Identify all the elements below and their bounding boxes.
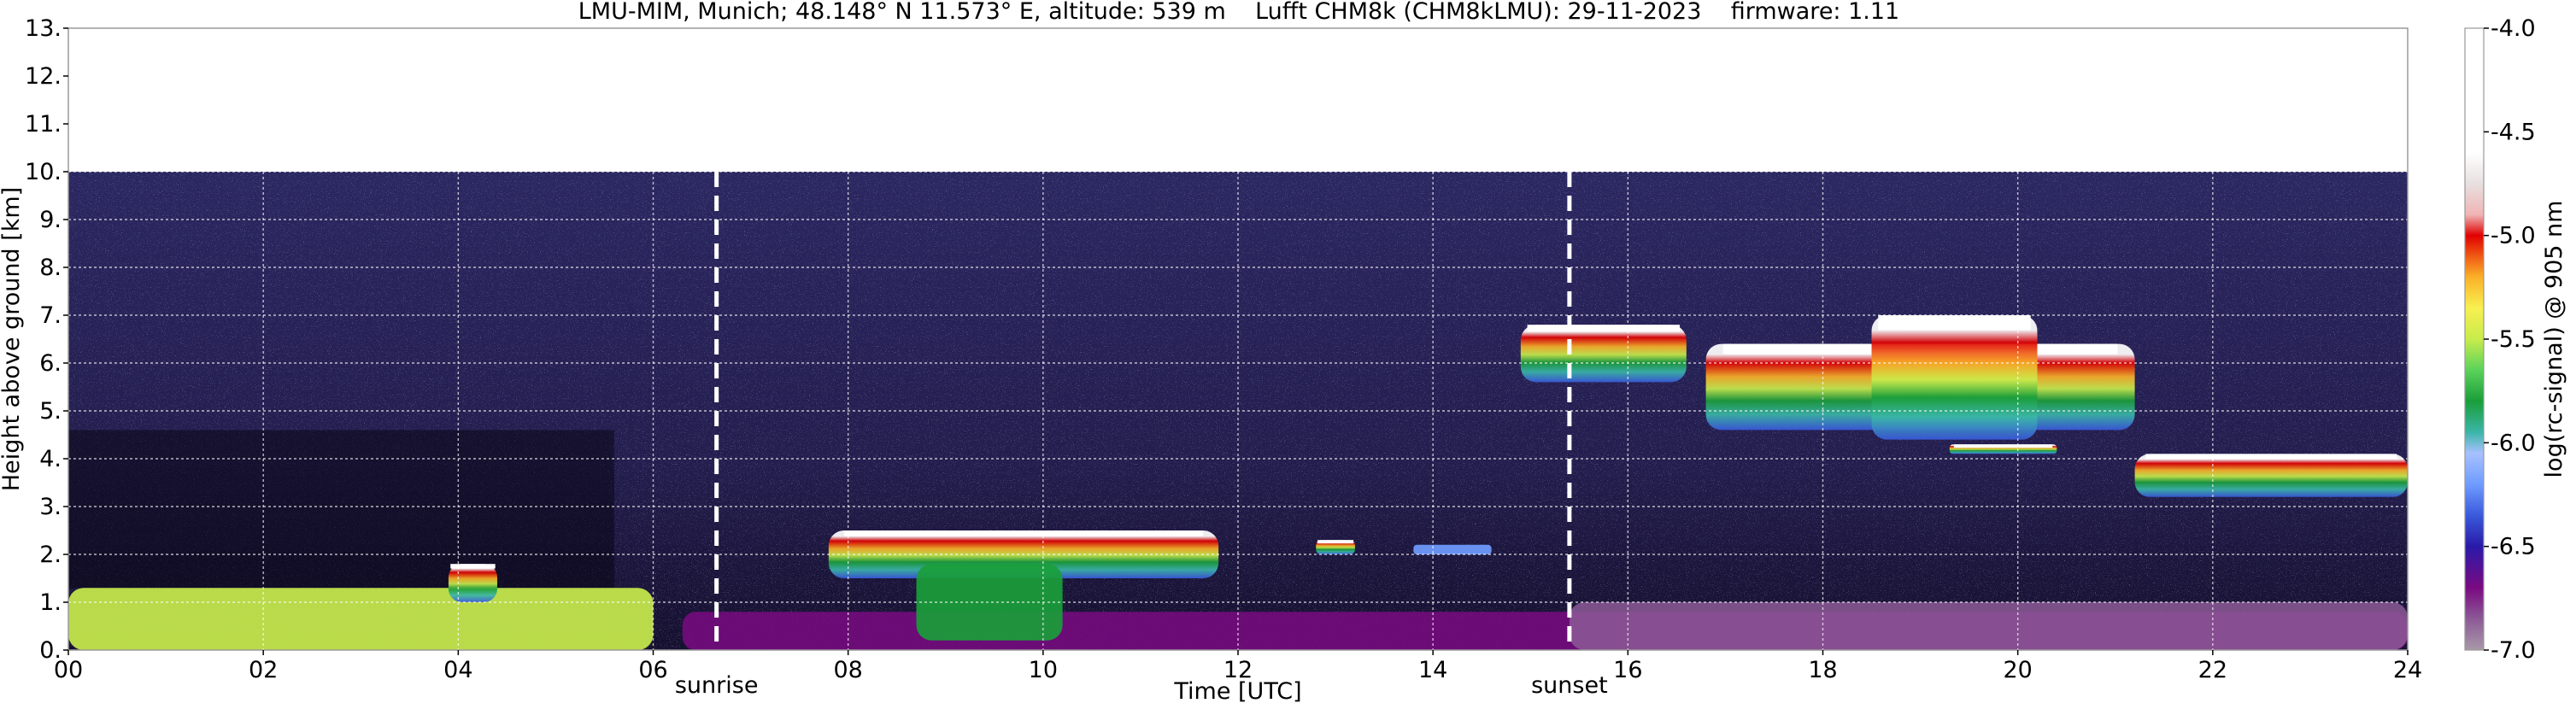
- colorbar: -4.0 -4.5 -5.0 -5.5 -6.0 -6.5 -7.0: [2464, 15, 2536, 664]
- cloud-top: [1317, 540, 1354, 544]
- cloud-top: [1953, 444, 2053, 448]
- colorbar-tick-label: -4.0: [2491, 15, 2536, 42]
- y-axis-label: Height above ground [km]: [0, 187, 25, 491]
- feature-altostratus: [1520, 325, 1687, 383]
- cloud-top: [450, 564, 496, 569]
- y-tick-label: 0.: [39, 637, 62, 664]
- cloud-top: [2145, 454, 2397, 460]
- colorbar-tick-label: -5.5: [2491, 326, 2536, 353]
- colorbar-tick-label: -4.5: [2491, 119, 2536, 145]
- feature-fall-streaks: [1871, 315, 2038, 440]
- feature-small-cloud: [1413, 544, 1492, 554]
- y-tick-label: 7.: [39, 302, 62, 329]
- y-tick-label: 13.: [25, 15, 62, 42]
- quiet-region: [68, 430, 614, 589]
- x-tick-label: 12: [1223, 657, 1253, 683]
- cloud-top: [1878, 315, 2031, 331]
- chart-title: LMU-MIM, Munich; 48.148° N 11.573° E, al…: [578, 0, 1899, 25]
- y-tick-label: 2.: [39, 542, 62, 568]
- colorbar-scale: [2464, 27, 2485, 651]
- cloud-top: [1527, 325, 1681, 332]
- x-tick-label: 04: [443, 657, 472, 683]
- marker-label-sunrise: sunrise: [675, 672, 759, 699]
- feature-boundary-layer: [1569, 602, 2408, 650]
- grid-lines: [68, 28, 2408, 650]
- x-axis-label: Time [UTC]: [1173, 678, 1301, 705]
- feature-lower-deck: [2134, 454, 2408, 497]
- x-tick-label: 16: [1613, 657, 1642, 683]
- x-tick-label: 20: [2003, 657, 2032, 683]
- sun-markers: sunrise sunset: [675, 172, 1608, 699]
- x-tick-label: 00: [54, 657, 83, 683]
- y-tick-label: 3.: [39, 494, 62, 520]
- colorbar-tick-label: -6.0: [2491, 430, 2536, 456]
- y-tick-label: 1.: [39, 589, 62, 616]
- y-tick-label: 12.: [25, 63, 62, 90]
- feature-virga: [916, 564, 1063, 641]
- y-tick-label: 4.: [39, 446, 62, 472]
- y-tick-label: 6.: [39, 350, 62, 377]
- cloud-top: [844, 530, 1203, 536]
- colorbar-tick-label: -7.0: [2491, 637, 2536, 664]
- y-tick-label: 9.: [39, 207, 62, 233]
- x-tick-label: 02: [249, 657, 278, 683]
- x-tick-label: 24: [2393, 657, 2422, 683]
- marker-label-sunset: sunset: [1531, 672, 1608, 699]
- x-tick-label: 08: [833, 657, 862, 683]
- colorbar-label: log(rc-signal) @ 905 nm: [2541, 201, 2567, 478]
- feature-low-cloud: [68, 588, 654, 650]
- x-tick-label: 14: [1418, 657, 1447, 683]
- y-tick-label: 11.: [25, 111, 62, 138]
- x-tick-label: 06: [638, 657, 667, 683]
- colorbar-tick-label: -6.5: [2491, 534, 2536, 560]
- x-tick-label: 10: [1029, 657, 1058, 683]
- colorbar-tick-label: -5.0: [2491, 223, 2536, 249]
- axes: 00 02 04 06 08 10 12 14 16 18 20 22 24 0. 1. 2. 3. 4. 5. 6.…: [25, 15, 2422, 683]
- y-tick-label: 8.: [39, 255, 62, 281]
- y-tick-label: 5.: [39, 398, 62, 425]
- x-tick-label: 18: [1808, 657, 1837, 683]
- backscatter-features: [68, 315, 2408, 650]
- feature-small-cloud: [1316, 540, 1355, 554]
- y-tick-label: 10.: [25, 159, 62, 185]
- feature-low-cloud: [448, 564, 497, 602]
- x-tick-label: 22: [2198, 657, 2227, 683]
